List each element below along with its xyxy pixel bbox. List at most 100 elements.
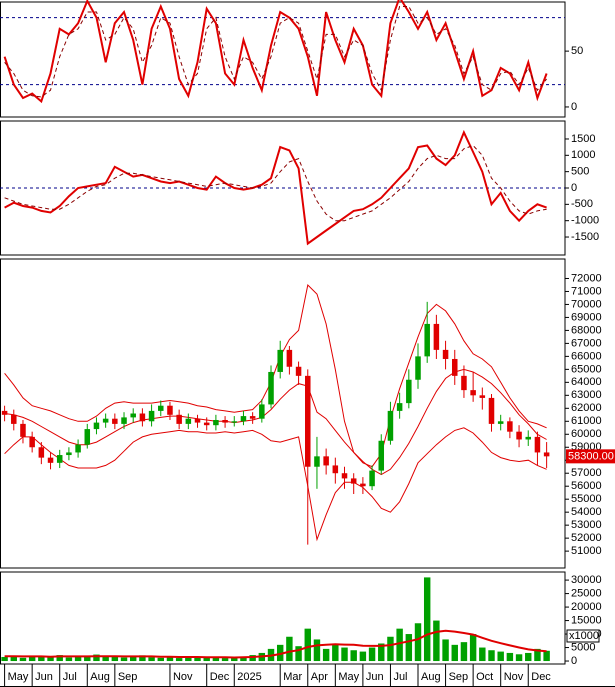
volume-bar: [139, 655, 146, 662]
volume-bar: [74, 656, 82, 662]
x-tick-label: Nov: [504, 671, 524, 683]
unit-box: [566, 629, 600, 643]
band-line: [4, 427, 547, 542]
volume-bar: [295, 646, 302, 662]
volume-bar: [10, 656, 17, 662]
y-tick-label: 61000: [571, 415, 602, 427]
y-tick-label: 71000: [571, 285, 602, 297]
volume-bar: [65, 657, 73, 662]
candle-body: [497, 421, 504, 424]
candle-body: [130, 413, 136, 418]
x-tick-label: Oct: [476, 671, 493, 683]
y-tick-label: 500: [571, 166, 589, 178]
y-tick-label: 66000: [571, 350, 602, 362]
candle-body: [213, 419, 219, 426]
candle-body: [249, 416, 256, 419]
candle-body: [222, 419, 228, 423]
x-tick-label: Dec: [531, 671, 551, 683]
candle-body: [461, 375, 467, 391]
volume-bar: [212, 657, 220, 662]
x-tick-label: Sep: [118, 671, 138, 683]
volume-bar: [433, 620, 440, 662]
candle-body: [277, 349, 283, 372]
candle-body: [268, 371, 274, 405]
candle-body: [47, 457, 54, 463]
x-tick-label: Jun: [366, 671, 384, 683]
volume-bar: [56, 655, 63, 662]
volume-bar: [111, 656, 119, 662]
volume-bar: [368, 647, 376, 662]
volume-bar: [442, 639, 449, 662]
volume-bar: [249, 655, 256, 662]
indicator-line: [3, 0, 548, 104]
candle-body: [479, 395, 486, 398]
candle-body: [66, 452, 72, 456]
candle-body: [488, 397, 495, 424]
y-tick-label: 1500: [571, 133, 595, 145]
y-tick-label: 0: [571, 182, 577, 194]
y-tick-label: 30000: [571, 574, 602, 586]
y-tick-label: 51000: [571, 545, 602, 557]
candle-body: [387, 410, 394, 441]
candle-body: [176, 414, 182, 424]
x-tick-label: May: [8, 671, 29, 683]
candle-body: [75, 444, 81, 453]
volume-bar: [451, 644, 458, 662]
candle-body: [369, 470, 375, 487]
x-tick-label: Dec: [210, 671, 230, 683]
volume-bar: [313, 639, 321, 662]
y-tick-label: 68000: [571, 324, 602, 336]
indicator-line: [4, 6, 547, 98]
candle-body: [516, 431, 522, 440]
candle-body: [314, 456, 320, 467]
panel-frame: [0, 1, 566, 118]
candle-body: [543, 452, 550, 457]
candle-body: [323, 456, 329, 466]
volume-bar: [488, 650, 495, 662]
last-price-box: [566, 449, 615, 464]
y-tick-label: 67000: [571, 337, 602, 349]
candle-body: [259, 404, 265, 419]
volume-bar: [157, 657, 164, 662]
candle-body: [121, 417, 127, 424]
volume-bar: [534, 648, 541, 662]
volume-bar: [120, 657, 128, 662]
y-tick-label: -1000: [571, 215, 599, 227]
volume-bar: [497, 651, 504, 662]
volume-bar: [148, 657, 155, 662]
candle-body: [525, 436, 532, 440]
volume-bar: [515, 654, 523, 662]
x-tick-label: Aug: [90, 671, 110, 683]
indicator-line: [4, 144, 547, 222]
y-tick-label: 0: [571, 655, 577, 667]
y-tick-label: 55000: [571, 493, 602, 505]
candle-body: [424, 323, 430, 357]
band-line: [4, 283, 547, 468]
candle-body: [203, 422, 210, 426]
candle-body: [360, 483, 366, 487]
candle-body: [295, 366, 302, 376]
volume-bar: [414, 623, 422, 662]
candle-body: [396, 403, 403, 411]
y-tick-label: 15000: [571, 614, 602, 626]
volume-bar: [84, 655, 91, 662]
y-tick-label: 52000: [571, 532, 602, 544]
candle-body: [167, 405, 173, 415]
candle-body: [139, 413, 146, 422]
candle-body: [507, 421, 513, 432]
x-tick-label: 2025: [237, 671, 261, 683]
volume-bar: [194, 656, 201, 662]
x-tick-label: Sep: [449, 671, 469, 683]
y-tick-label: -1500: [571, 231, 599, 243]
y-tick-label: 60000: [571, 428, 602, 440]
x-tick-label: Jul: [63, 671, 77, 683]
volume-bar: [378, 643, 385, 662]
volume-bar: [460, 642, 468, 662]
volume-bar: [276, 644, 284, 662]
candle-body: [341, 473, 348, 479]
candle-body: [231, 421, 238, 423]
volume-bar: [93, 654, 100, 662]
y-tick-label: 1000: [571, 149, 595, 161]
